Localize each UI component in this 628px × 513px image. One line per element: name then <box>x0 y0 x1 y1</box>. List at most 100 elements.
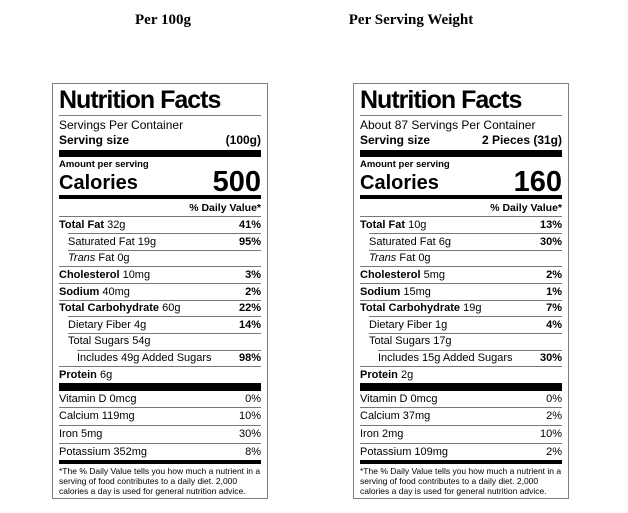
nutrient-row: Dietary Fiber 1g 4% <box>369 316 562 333</box>
nutrient-rows: Total Fat 32g 41% Saturated Fat 19g 95% Tran… <box>59 217 261 382</box>
nutrient-text: Includes 49g Added Sugars <box>77 352 212 365</box>
daily-value-percent: 95% <box>238 235 261 248</box>
serving-size-value: (100g) <box>225 133 261 148</box>
servings-per-container: Servings Per Container <box>59 118 184 132</box>
daily-value-percent: 2% <box>546 268 562 281</box>
nutrient-row: Saturated Fat 6g 30% <box>369 233 562 250</box>
nutrient-row: Sodium 15mg 1% <box>360 283 562 300</box>
nutrient-row: Total Sugars 54g <box>68 332 261 350</box>
daily-value-footnote: *The % Daily Value tells you how much a … <box>59 466 261 497</box>
daily-value-percent: 10% <box>238 410 261 423</box>
nutrient-text: Calcium 37mg <box>360 410 431 423</box>
daily-value-percent: 10% <box>539 428 562 441</box>
nutrient-row: Dietary Fiber 4g 14% <box>68 316 261 333</box>
daily-value-percent: 2% <box>546 410 562 423</box>
daily-value-percent: 8% <box>245 445 261 458</box>
nutrient-text: Protein 6g <box>59 368 113 381</box>
daily-value-percent: 1% <box>546 285 562 298</box>
nutrient-row: Protein 6g <box>59 366 261 383</box>
nutrient-text: Total Carbohydrate 60g <box>59 302 181 315</box>
nutrient-text: Saturated Fat 19g <box>68 235 157 248</box>
column-title-per-serving-weight: Per Serving Weight <box>348 12 474 28</box>
vitamin-row: Iron 2mg 10% <box>360 425 562 443</box>
nutrient-text: Trans Fat 0g <box>369 252 431 265</box>
calories-row: Calories 500 <box>59 168 261 200</box>
vitamin-rows: Vitamin D 0mcg 0% Calcium 37mg 2% Iron 2mg 10… <box>360 391 562 461</box>
nutrition-label-per-100g: Nutrition Facts Servings Per Container S… <box>52 83 268 499</box>
divider-thick-bar <box>360 150 562 158</box>
nutrient-rows: Total Fat 10g 13% Saturated Fat 6g 30% Trans… <box>360 217 562 382</box>
nutrient-row: Includes 49g Added Sugars 98% <box>77 349 261 367</box>
daily-value-header: % Daily Value* <box>59 199 261 218</box>
nutrient-row: Cholesterol 5mg 2% <box>360 266 562 283</box>
nutrient-row: Protein 2g <box>360 366 562 383</box>
nutrient-row: Total Fat 32g 41% <box>59 217 261 233</box>
nutrient-text: Saturated Fat 6g <box>369 235 451 248</box>
nutrition-label-per-serving: Nutrition Facts About 87 Servings Per Co… <box>353 83 569 499</box>
serving-size-label: Serving size <box>59 133 130 148</box>
divider-medium-bar <box>59 460 261 465</box>
vitamin-row: Vitamin D 0mcg 0% <box>59 391 261 408</box>
divider-thick-bar <box>59 382 261 391</box>
nutrient-text: Iron 5mg <box>59 428 103 441</box>
daily-value-percent: 13% <box>539 218 562 231</box>
daily-value-percent: 30% <box>539 235 562 248</box>
vitamin-row: Potassium 352mg 8% <box>59 442 261 461</box>
daily-value-percent: 2% <box>245 285 261 298</box>
column-title-per-100g: Per 100g <box>135 12 191 28</box>
nutrient-row: Saturated Fat 19g 95% <box>68 233 261 250</box>
daily-value-percent: 30% <box>539 352 562 365</box>
nutrient-row: Sodium 40mg 2% <box>59 283 261 300</box>
amount-per-serving-label: Amount per serving <box>59 159 149 171</box>
nutrient-text: Total Sugars 54g <box>68 335 151 348</box>
daily-value-percent: 0% <box>546 392 562 405</box>
vitamin-rows: Vitamin D 0mcg 0% Calcium 119mg 10% Iron 5mg… <box>59 391 261 461</box>
nutrient-text: Total Carbohydrate 19g <box>360 302 482 315</box>
daily-value-percent: 7% <box>546 302 562 315</box>
nutrient-text: Dietary Fiber 4g <box>68 318 147 331</box>
nutrient-text: Total Sugars 17g <box>369 335 452 348</box>
vitamin-row: Calcium 37mg 2% <box>360 407 562 425</box>
nutrient-row: Includes 15g Added Sugars 30% <box>378 349 562 367</box>
daily-value-percent: 0% <box>245 392 261 405</box>
amount-per-serving-label: Amount per serving <box>360 159 450 171</box>
calories-value: 160 <box>513 165 562 198</box>
nutrient-text: Total Fat 32g <box>59 218 126 231</box>
nutrient-row: Cholesterol 10mg 3% <box>59 266 261 283</box>
nutrient-text: Vitamin D 0mcg <box>59 392 137 405</box>
daily-value-percent: 14% <box>238 318 261 331</box>
calories-label: Calories <box>59 172 138 195</box>
nutrient-text: Trans Fat 0g <box>68 252 130 265</box>
daily-value-percent: 2% <box>546 445 562 458</box>
daily-value-percent: 4% <box>546 318 562 331</box>
nutrient-text: Vitamin D 0mcg <box>360 392 438 405</box>
divider-thick-bar <box>59 150 261 158</box>
nutrient-row: Total Carbohydrate 19g 7% <box>360 299 562 317</box>
serving-size-label: Serving size <box>360 133 431 148</box>
nutrition-facts-heading: Nutrition Facts <box>360 87 562 116</box>
nutrient-text: Iron 2mg <box>360 428 404 441</box>
vitamin-row: Potassium 109mg 2% <box>360 442 562 461</box>
nutrition-facts-heading: Nutrition Facts <box>59 87 261 116</box>
vitamin-row: Calcium 119mg 10% <box>59 407 261 425</box>
divider-thick-bar <box>360 382 562 391</box>
nutrient-text: Includes 15g Added Sugars <box>378 352 513 365</box>
daily-value-percent: 3% <box>245 268 261 281</box>
divider-medium-bar <box>360 460 562 465</box>
nutrient-row: Total Fat 10g 13% <box>360 217 562 233</box>
serving-size-row: Serving size 2 Pieces (31g) <box>360 132 562 150</box>
daily-value-footnote: *The % Daily Value tells you how much a … <box>360 466 562 497</box>
daily-value-percent: 41% <box>238 218 261 231</box>
nutrient-text: Sodium 15mg <box>360 285 431 298</box>
nutrient-text: Protein 2g <box>360 368 414 381</box>
nutrient-text: Potassium 109mg <box>360 445 449 458</box>
daily-value-percent: 30% <box>238 428 261 441</box>
nutrient-row: Total Sugars 17g <box>369 332 562 350</box>
nutrient-row: Total Carbohydrate 60g 22% <box>59 299 261 317</box>
nutrient-text: Sodium 40mg <box>59 285 130 298</box>
nutrient-text: Dietary Fiber 1g <box>369 318 448 331</box>
nutrient-row: Trans Fat 0g <box>369 249 562 267</box>
daily-value-header: % Daily Value* <box>360 199 562 218</box>
servings-per-container: About 87 Servings Per Container <box>360 118 536 132</box>
